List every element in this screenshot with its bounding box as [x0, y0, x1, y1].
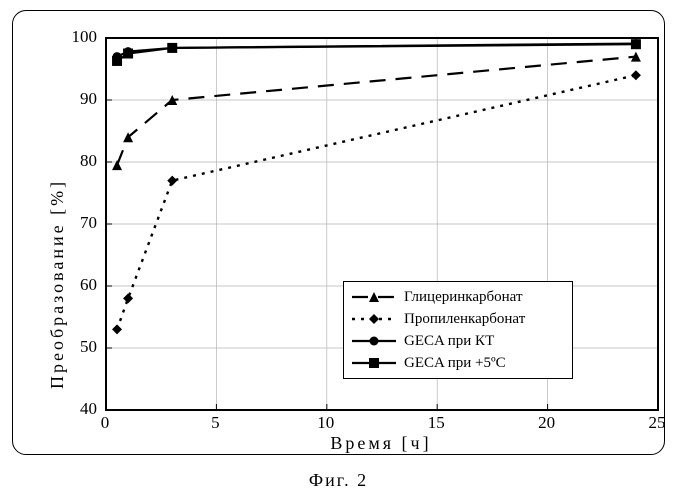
legend-label: Пропиленкарбонат	[404, 311, 525, 328]
legend-swatch	[350, 332, 398, 350]
page: 405060708090100 0510152025 Преобразовани…	[0, 0, 677, 500]
y-tick-label: 90	[57, 89, 97, 109]
y-axis-title: Преобразование [%]	[47, 179, 68, 389]
x-tick-label: 15	[416, 413, 456, 433]
legend-item: Глицеринкарбонат	[350, 286, 566, 308]
legend-swatch	[350, 288, 398, 306]
legend-swatch	[350, 310, 398, 328]
legend-label: GECA при КТ	[404, 333, 494, 350]
x-axis-title: Время [ч]	[105, 433, 657, 454]
figure-caption: Фиг. 2	[0, 470, 677, 491]
x-tick-label: 20	[527, 413, 567, 433]
y-tick-label: 80	[57, 151, 97, 171]
legend-swatch	[350, 354, 398, 372]
x-tick-label: 10	[306, 413, 346, 433]
figure-frame: 405060708090100 0510152025 Преобразовани…	[12, 10, 665, 455]
legend-label: GECA при +5ºC	[404, 355, 506, 372]
x-tick-label: 25	[637, 413, 677, 433]
x-tick-label: 0	[85, 413, 125, 433]
legend-box: Глицеринкарбонат Пропиленкарбонат GECA при…	[343, 281, 573, 379]
legend-item: GECA при +5ºC	[350, 352, 566, 374]
legend-item: GECA при КТ	[350, 330, 566, 352]
y-tick-label: 100	[57, 27, 97, 47]
x-tick-label: 5	[195, 413, 235, 433]
legend-item: Пропиленкарбонат	[350, 308, 566, 330]
legend-label: Глицеринкарбонат	[404, 289, 523, 306]
